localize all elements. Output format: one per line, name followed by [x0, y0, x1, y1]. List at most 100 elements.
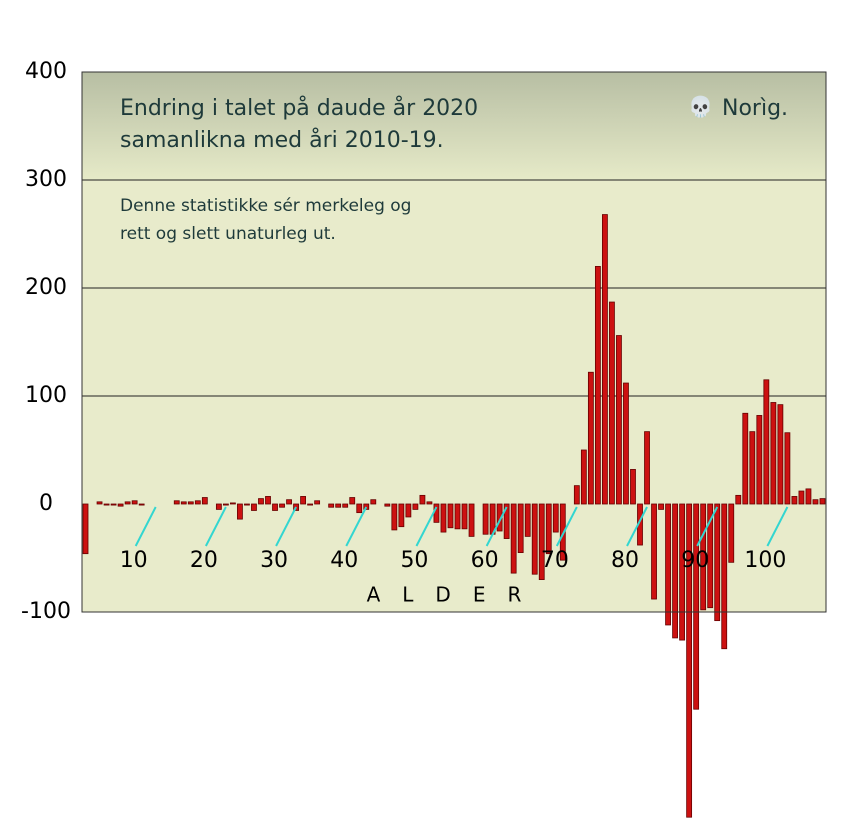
bar [658, 503, 664, 510]
bar [630, 469, 636, 505]
bar [791, 496, 798, 505]
bar [468, 503, 475, 537]
bar [721, 503, 728, 650]
bar [749, 431, 756, 505]
bar [517, 503, 524, 553]
bar [384, 503, 391, 507]
bar [138, 503, 145, 506]
bar [187, 501, 194, 505]
bar [735, 494, 742, 505]
bar [391, 503, 398, 531]
bar [777, 404, 784, 505]
bar [356, 503, 363, 514]
bar [552, 503, 559, 533]
bar [279, 503, 285, 508]
annotation: Denne statistikke sér merkeleg og [120, 196, 411, 216]
bar [180, 501, 187, 505]
x-axis-label: ALDER [367, 583, 544, 607]
bar [412, 503, 419, 510]
bar [419, 494, 426, 505]
bar [300, 496, 306, 505]
bar [82, 503, 89, 555]
bar [194, 500, 201, 505]
x-tick-label: 100 [744, 548, 786, 573]
x-tick-pointer [626, 506, 648, 547]
bar [594, 265, 601, 505]
x-tick-pointer [345, 506, 368, 547]
bar [454, 503, 461, 530]
bar [714, 503, 721, 622]
bar [173, 500, 180, 505]
y-tick-label: -100 [21, 599, 71, 624]
bar [679, 503, 686, 641]
bar [742, 412, 749, 505]
title-line: Endring i talet på daude år 2020 [120, 95, 478, 121]
y-tick-label: 100 [25, 383, 67, 408]
bar [524, 503, 531, 537]
bar [433, 503, 440, 523]
bar [644, 431, 650, 505]
bar [363, 503, 370, 510]
bar [587, 371, 594, 505]
bar [314, 500, 321, 505]
bar [805, 488, 812, 505]
bar [286, 499, 292, 505]
bar [117, 503, 124, 507]
bar [328, 503, 335, 508]
y-tick-label: 300 [25, 167, 67, 192]
x-tick-label: 10 [120, 548, 148, 573]
bar [707, 503, 714, 609]
bar [482, 503, 489, 535]
x-tick-label: 30 [260, 548, 288, 573]
y-tick-label: 200 [25, 275, 67, 300]
bar [96, 501, 103, 505]
bar [798, 490, 805, 505]
bar [580, 449, 587, 505]
legend-label: Norìg. [722, 96, 788, 121]
x-tick-pointer [696, 506, 719, 547]
bar [651, 503, 657, 600]
annotation: rett og slett unaturleg ut. [120, 224, 336, 244]
bar [510, 503, 517, 574]
bar [461, 503, 468, 530]
bar [763, 379, 770, 505]
bar [693, 503, 700, 710]
bar [398, 503, 405, 528]
bar [447, 503, 454, 529]
bar [728, 503, 735, 563]
bar [307, 503, 314, 506]
legend-icon: 💀 [688, 95, 713, 119]
bar [124, 501, 131, 505]
bar [784, 432, 791, 505]
x-tick-label: 70 [541, 548, 569, 573]
bar [756, 415, 763, 505]
bar [609, 301, 615, 505]
x-tick-pointer [204, 506, 227, 547]
bar [335, 503, 342, 508]
bar [244, 503, 250, 506]
bar [531, 503, 538, 575]
bar [215, 503, 222, 510]
bar [545, 503, 552, 555]
bar [258, 498, 264, 505]
y-tick-label: 400 [25, 59, 67, 84]
bar [110, 503, 117, 506]
x-tick-pointer [134, 506, 157, 547]
bar [103, 503, 110, 506]
bar [503, 503, 510, 539]
bar [623, 382, 629, 505]
bar [819, 498, 826, 505]
x-tick-label: 20 [190, 548, 218, 573]
bar [559, 503, 566, 561]
marks [82, 179, 826, 818]
bar [230, 502, 236, 505]
title-line: samanlikna med åri 2010-19. [120, 127, 444, 153]
bar [440, 503, 447, 533]
x-tick-pointer [415, 506, 438, 547]
bar [349, 497, 356, 505]
bar [222, 503, 229, 506]
x-tick-pointer [766, 506, 789, 547]
x-tick-pointer [555, 506, 578, 547]
bar [573, 485, 580, 505]
bar [602, 214, 608, 505]
